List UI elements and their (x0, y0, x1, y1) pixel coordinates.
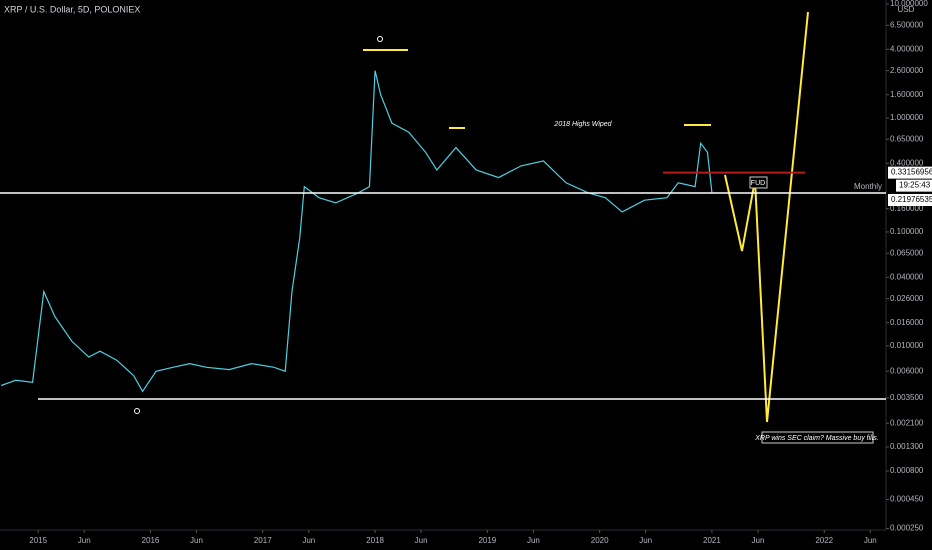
x-tick-label: Jun (190, 536, 203, 545)
x-tick-label: Jun (864, 536, 877, 545)
level-name: Monthly (854, 182, 882, 191)
x-tick-label: Jun (527, 536, 540, 545)
y-tick-label: 0.000800 (890, 466, 924, 475)
y-tick-label: 2.600000 (890, 66, 924, 75)
y-tick-label: 4.000000 (890, 44, 924, 53)
annotation: FUD (751, 180, 765, 187)
x-tick-label: 2016 (142, 536, 160, 545)
y-tick-label: 0.065000 (890, 248, 924, 257)
price-label: 0.33156956 (891, 168, 932, 177)
x-tick-label: 2019 (478, 536, 496, 545)
y-tick-label: 1.600000 (890, 90, 924, 99)
y-tick-label: 0.000250 (890, 524, 924, 533)
price-line (0, 70, 713, 393)
y-tick-label: 0.026000 (890, 294, 924, 303)
x-tick-label: Jun (415, 536, 428, 545)
price-label-box (888, 193, 932, 206)
y-tick-label: 0.016000 (890, 318, 924, 327)
y-tick-label: 0.000450 (890, 495, 924, 504)
y-tick-label: 0.010000 (890, 341, 924, 350)
marks (0, 70, 886, 400)
y-tick-label: 0.002100 (890, 418, 924, 427)
annotation-box (761, 431, 874, 444)
x-tick-label: 2015 (29, 536, 47, 545)
y-tick-label: 0.650000 (890, 134, 924, 143)
y-tick-label: 0.160000 (890, 204, 924, 213)
x-tick-label: 2022 (815, 536, 833, 545)
y-tick-label: 6.500000 (890, 20, 924, 29)
y-tick-label: 0.040000 (890, 272, 924, 281)
x-tick-label: Jun (639, 536, 652, 545)
x-tick-label: 2017 (254, 536, 272, 545)
countdown: 19:25:43 (899, 181, 931, 190)
y-tick-label: 0.006000 (890, 366, 924, 375)
x-tick-label: Jun (752, 536, 765, 545)
annotation: 2018 Highs Wiped (553, 121, 612, 128)
icon (134, 408, 140, 414)
price-label: 0.21976535 (891, 195, 932, 204)
x-tick-label: 2021 (703, 536, 721, 545)
chart-title: XRP / U.S. Dollar, 5D, POLONIEX (4, 4, 140, 14)
y-tick-label: 0.400000 (890, 158, 924, 167)
annotation: XRP wins SEC claim? Massive buy fills. (754, 435, 878, 442)
annotation-box (749, 176, 768, 189)
y-tick-label: 10.000000 (890, 0, 928, 8)
y-tick-label: 0.003500 (890, 393, 924, 402)
price-label-box (888, 166, 932, 179)
x-tick-label: Jun (302, 536, 315, 545)
icon (377, 36, 383, 42)
x-tick-label: 2020 (591, 536, 609, 545)
y-tick-label: 1.000000 (890, 113, 924, 122)
countdown-box (896, 179, 932, 192)
y-unit: USD (898, 5, 915, 14)
x-tick-label: 2018 (366, 536, 384, 545)
y-tick-label: 0.001300 (890, 442, 924, 451)
y-tick-label: 0.100000 (890, 227, 924, 236)
x-tick-label: Jun (78, 536, 91, 545)
